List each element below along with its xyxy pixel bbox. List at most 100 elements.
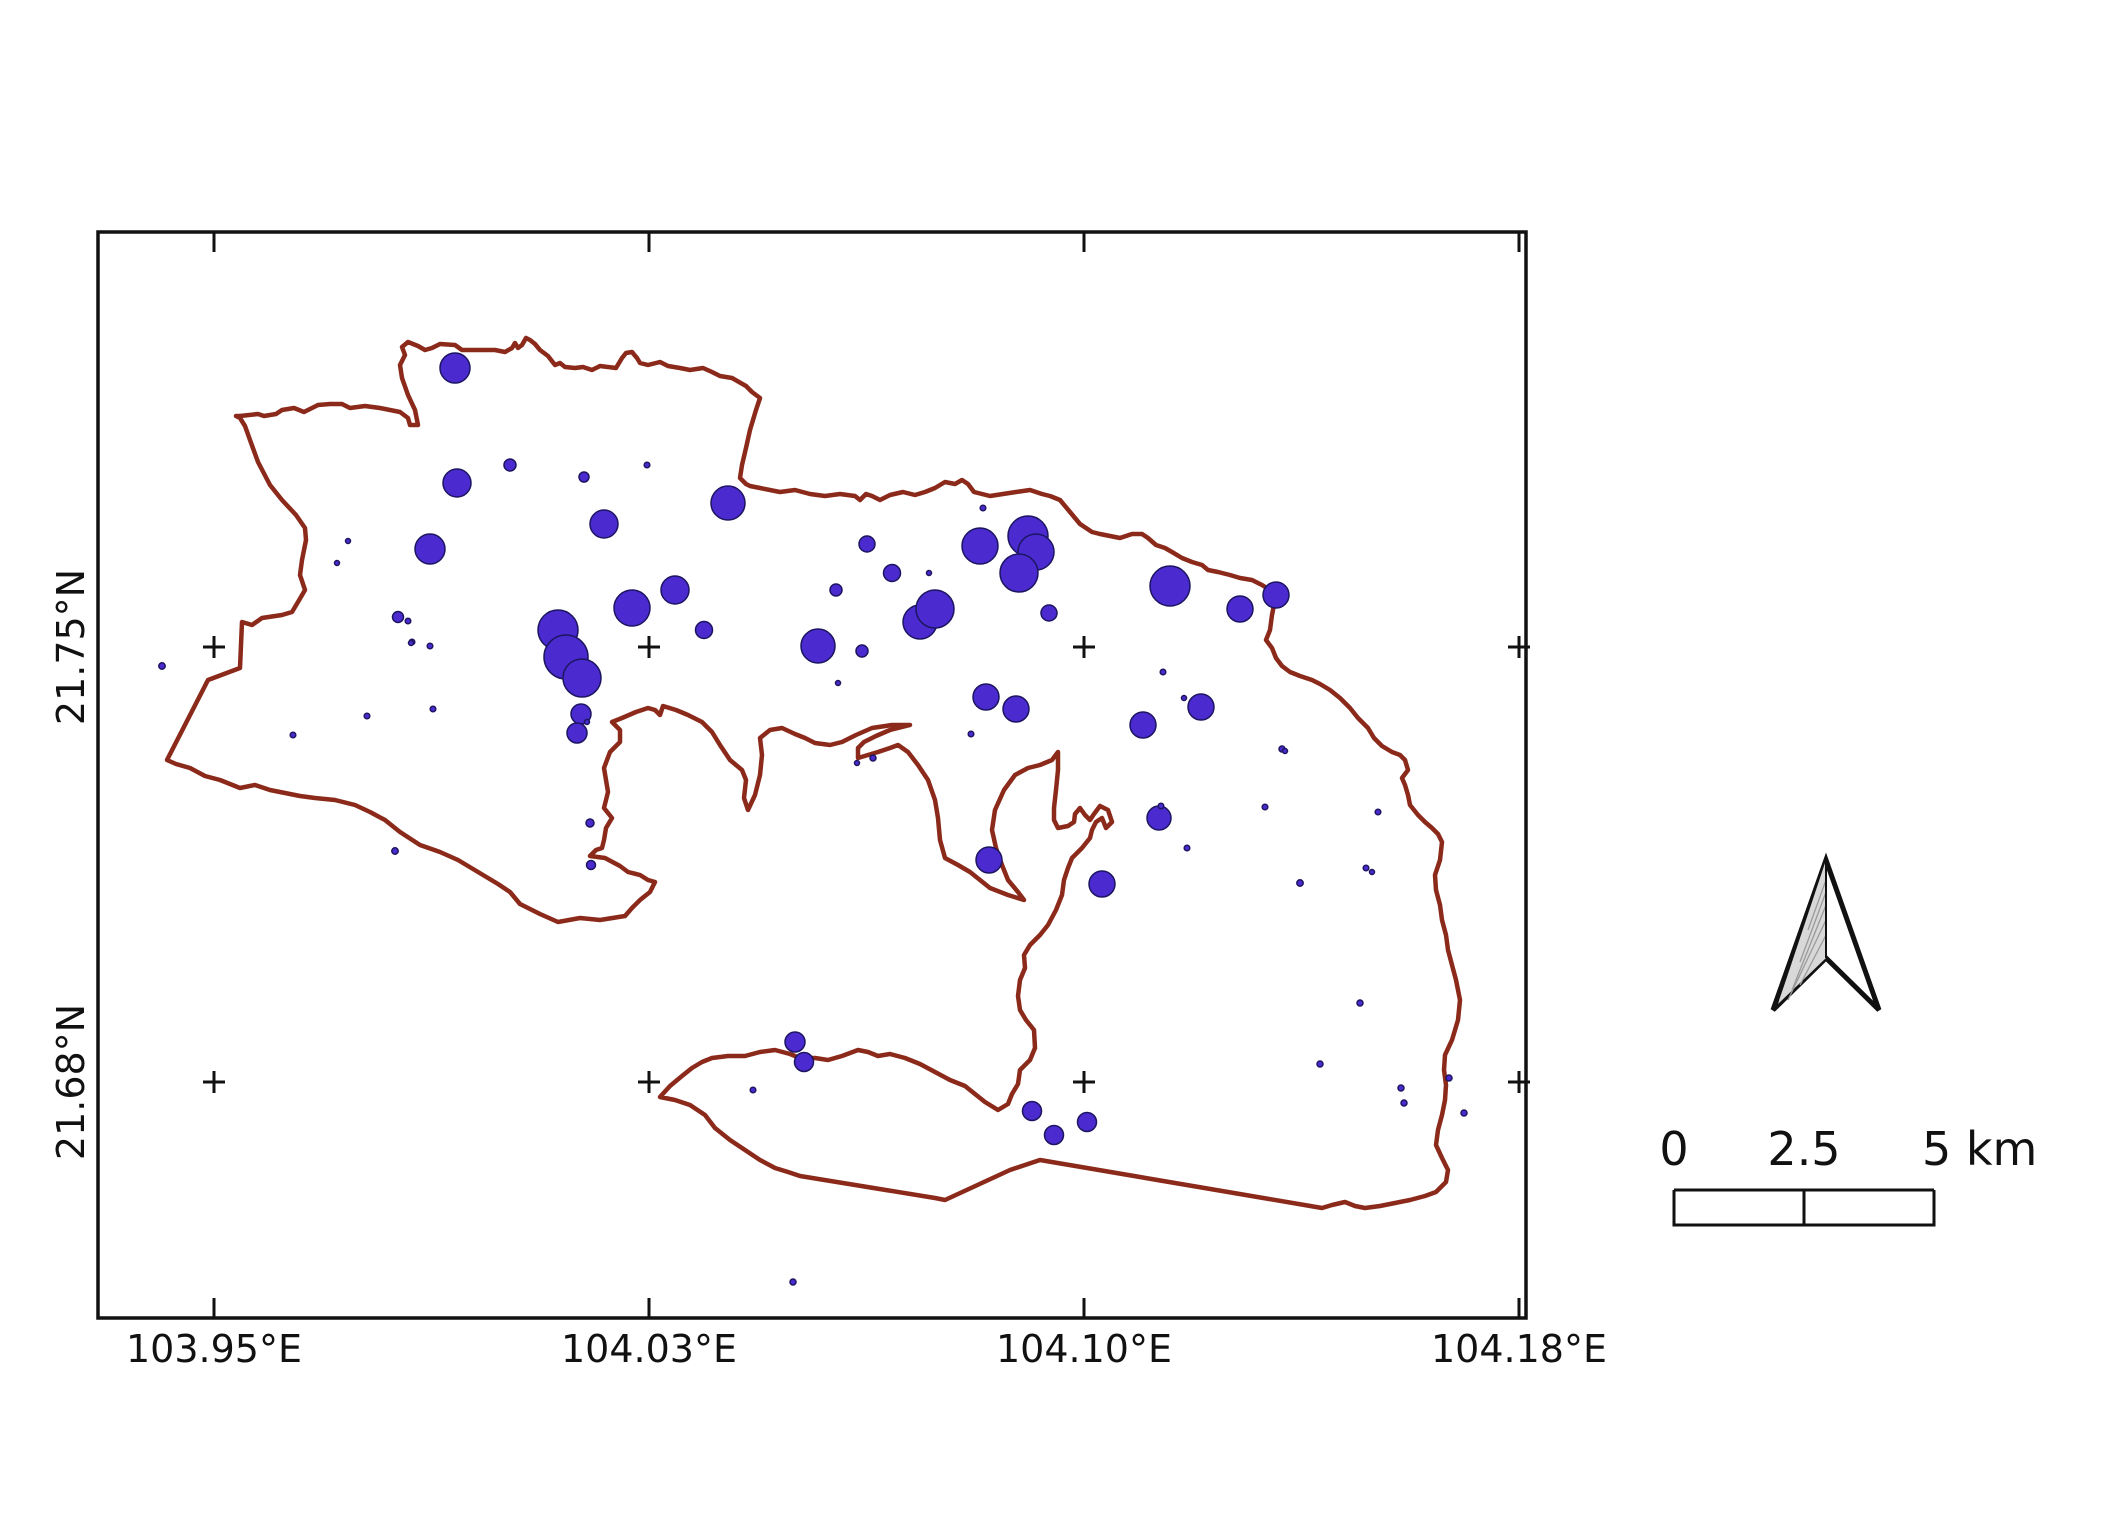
sample-point (158, 662, 166, 670)
grid-cross (203, 636, 225, 658)
longitude-label: 104.18°E (1431, 1327, 1607, 1371)
sample-point (972, 683, 1000, 711)
sample-point (643, 461, 651, 469)
sample-point (426, 642, 434, 650)
sample-point (1187, 693, 1215, 721)
sample-point (1356, 999, 1364, 1007)
sample-point (710, 485, 746, 521)
sample-point (1146, 805, 1172, 831)
sample-point (1043, 1124, 1065, 1146)
sample-point (442, 468, 472, 498)
latitude-label: 21.68°N (49, 1004, 93, 1160)
sample-point (800, 628, 836, 664)
scale-bar: 0 2.5 5 km (1659, 1122, 2037, 1227)
sample-point (1076, 1111, 1098, 1133)
sample-point (1316, 1060, 1324, 1068)
sample-point (1226, 595, 1254, 623)
sample-point (975, 846, 1003, 874)
study-area-boundary (164, 335, 1463, 1211)
grid-cross (1508, 1071, 1530, 1093)
longitude-label: 103.95°E (126, 1327, 302, 1371)
sample-point (1374, 808, 1382, 816)
grid-cross (638, 1071, 660, 1093)
sample-point (414, 533, 446, 565)
sample-point (566, 722, 588, 744)
sample-point (1159, 668, 1167, 676)
sample-point (439, 352, 471, 384)
sample-point (1021, 1100, 1043, 1122)
sample-point (784, 1031, 806, 1053)
sample-point (585, 818, 595, 828)
sample-point (391, 847, 399, 855)
north-arrow-icon (1770, 852, 1882, 1012)
sample-point (749, 1086, 757, 1094)
grid-cross (203, 1071, 225, 1093)
sample-point (915, 589, 955, 629)
sample-point (407, 639, 415, 647)
grid-cross (1508, 636, 1530, 658)
sample-point (583, 718, 591, 726)
sample-point (793, 1051, 815, 1073)
sample-point (1368, 868, 1376, 876)
sample-point (999, 553, 1039, 593)
sample-point (1281, 747, 1289, 755)
sample-point (1262, 581, 1290, 609)
sample-point (1149, 565, 1191, 607)
sample-point (344, 537, 352, 545)
sample-point (1362, 864, 1370, 872)
latitude-labels: 21.75°N 21.68°N (49, 569, 93, 1160)
sample-point (694, 620, 714, 640)
sample-point (562, 658, 602, 698)
sample-point (1445, 1074, 1453, 1082)
sample-point (1460, 1109, 1468, 1117)
sample-point (1180, 694, 1188, 702)
grid-cross (1073, 1071, 1095, 1093)
longitude-labels: 103.95°E 104.03°E 104.10°E 104.18°E (126, 1327, 1607, 1371)
sample-point (503, 458, 517, 472)
latitude-label: 21.75°N (49, 569, 93, 725)
sample-point (333, 559, 341, 567)
sample-point (1400, 1099, 1408, 1107)
sample-point (1157, 802, 1165, 810)
sample-point (1261, 803, 1269, 811)
sample-point (961, 527, 999, 565)
sample-point (1183, 844, 1191, 852)
sample-point (578, 471, 590, 483)
sample-point (1088, 870, 1116, 898)
sample-point (429, 705, 437, 713)
sample-point (363, 712, 371, 720)
sample-point (853, 759, 861, 767)
sample-point (1296, 879, 1304, 887)
sample-point (925, 569, 933, 577)
sample-point (869, 754, 877, 762)
sample-point (404, 617, 412, 625)
sample-points (158, 352, 1468, 1286)
sample-point (660, 575, 690, 605)
sample-point (882, 563, 902, 583)
sample-point (1129, 711, 1157, 739)
sample-point (589, 509, 619, 539)
scale-label-mid: 2.5 (1767, 1122, 1840, 1176)
scale-label-end: 5 km (1922, 1122, 2037, 1176)
sample-point (613, 589, 651, 627)
sample-point (829, 583, 843, 597)
grid-cross (1073, 636, 1095, 658)
sample-point (858, 535, 876, 553)
sample-point (855, 644, 869, 658)
longitude-label: 104.10°E (996, 1327, 1172, 1371)
sample-point (1040, 604, 1058, 622)
sample-point (391, 610, 405, 624)
graticule-crosses (203, 232, 1530, 1318)
sample-point (967, 730, 975, 738)
map-frame (96, 230, 1528, 1320)
grid-cross (638, 636, 660, 658)
sample-point (1002, 695, 1030, 723)
sample-point (585, 859, 597, 871)
scale-bar-segment-2 (1802, 1190, 1936, 1227)
sample-point (834, 679, 842, 687)
sample-point (289, 731, 297, 739)
sample-point (1397, 1084, 1405, 1092)
sample-point (789, 1278, 797, 1286)
sample-point (979, 504, 987, 512)
